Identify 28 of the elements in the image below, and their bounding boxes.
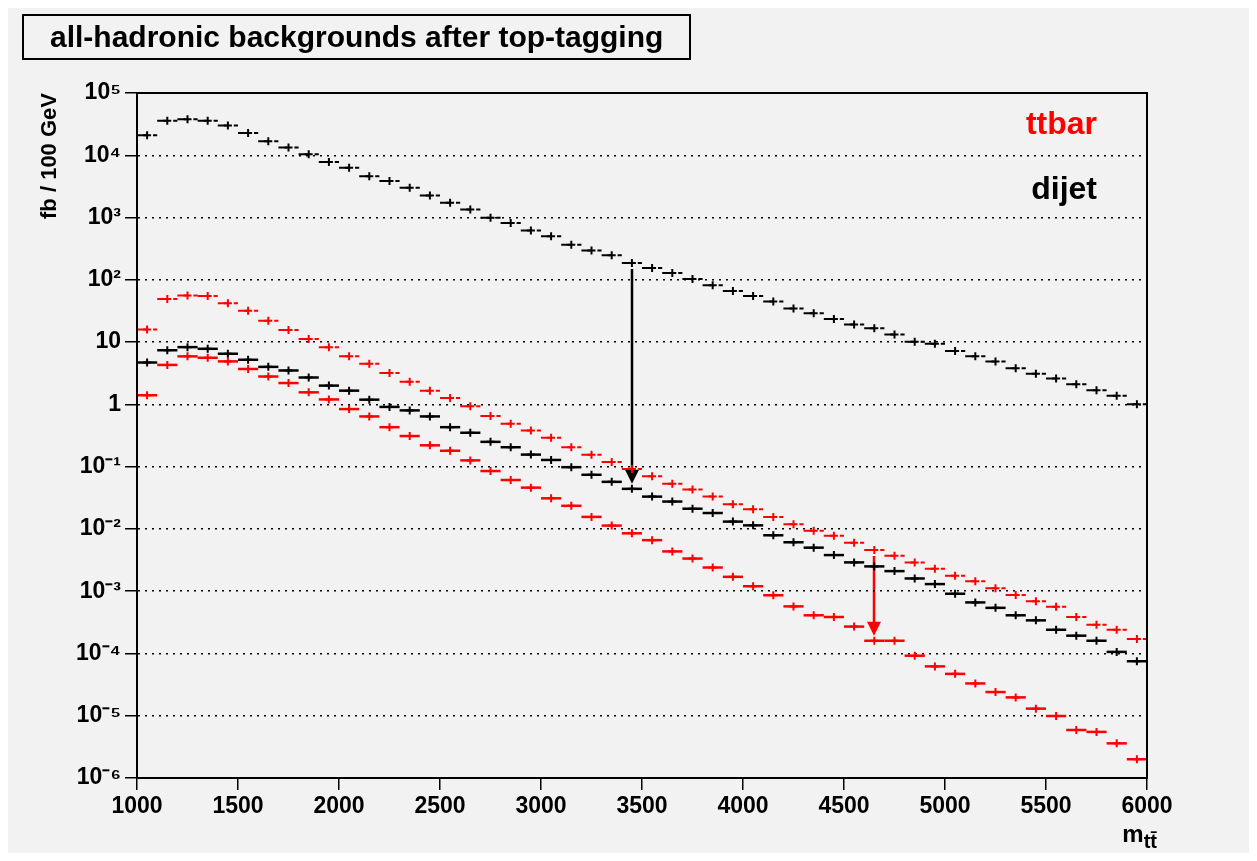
y-axis-title: fb / 100 GeV	[36, 92, 62, 219]
y-tick-label: 10⁻²	[79, 514, 122, 541]
y-tick-label: 10⁻⁴	[76, 638, 121, 665]
x-tick-label: 3500	[616, 792, 668, 819]
y-tick-label: 10	[95, 327, 121, 354]
y-tick-label: 10⁻¹	[79, 451, 121, 478]
chart-title: all-hadronic backgrounds after top-tagging	[22, 14, 692, 60]
text: dijet	[1030, 170, 1097, 207]
y-tick-label: 10⁴	[84, 140, 121, 167]
x-tick-label: 5000	[919, 792, 971, 819]
y-tick-label: 10⁻⁶	[76, 763, 121, 790]
x-tick-label: 5500	[1020, 792, 1072, 819]
y-tick-label: 10²	[87, 265, 122, 292]
text: ttbar	[1025, 105, 1097, 142]
x-tick-label: 3000	[515, 792, 567, 819]
y-tick-label: 10³	[87, 202, 122, 229]
x-tick-label: 4500	[818, 792, 870, 819]
x-tick-label: 4000	[717, 792, 769, 819]
y-tick-label: 10⁵	[84, 78, 121, 105]
x-tick-label: 2500	[414, 792, 466, 819]
x-tick-label: 6000	[1121, 792, 1173, 819]
x-tick-label: 2000	[313, 792, 365, 819]
y-tick-label: 10⁻⁵	[76, 701, 121, 728]
y-tick-label: 10⁻³	[79, 576, 122, 603]
x-tick-label: 1500	[212, 792, 264, 819]
x-axis-title: m$_{tt̄}$	[1122, 820, 1157, 853]
x-tick-label: 1000	[111, 792, 163, 819]
y-tick-label: 1	[108, 389, 122, 416]
